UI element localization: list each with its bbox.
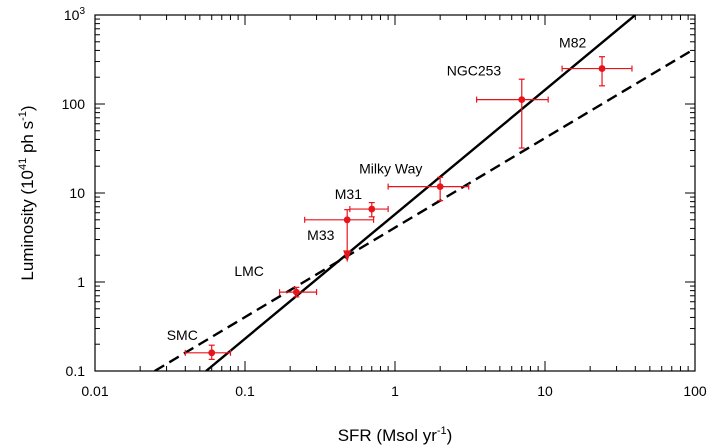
y-tick-label: 10: [69, 185, 85, 201]
data-point: [208, 349, 216, 357]
data-point: [292, 288, 300, 296]
data-point: [518, 96, 526, 104]
data-point-group: [304, 209, 375, 263]
data-point-group: [184, 344, 232, 361]
point-label: M82: [559, 35, 586, 51]
data-point-group: [561, 56, 633, 87]
y-tick-label: 100: [62, 96, 86, 112]
y-tick-label: 0.1: [66, 363, 86, 379]
data-point: [598, 65, 606, 72]
axis-ticks: [94, 14, 696, 372]
data-point: [343, 216, 351, 224]
plot-frame: [94, 14, 696, 372]
point-label: NGC253: [447, 63, 502, 79]
dashed-fit-line: [154, 47, 695, 371]
point-label: LMC: [234, 263, 264, 279]
data-point-group: [476, 78, 549, 149]
x-tick-label: 100: [683, 383, 707, 399]
data-points: [184, 56, 633, 361]
y-axis-title: Luminosity (1041 ph s-1): [17, 105, 37, 280]
point-label: SMC: [167, 327, 198, 343]
y-tick-label: 1: [77, 274, 85, 290]
x-tick-label: 10: [537, 383, 553, 399]
x-tick-label: 0.1: [235, 383, 255, 399]
data-point-group: [278, 286, 318, 298]
point-label: M31: [335, 186, 362, 202]
y-tick-label: 103: [64, 6, 86, 23]
data-point: [436, 183, 444, 191]
x-axis-title: SFR (Msol yr-1): [338, 425, 453, 445]
fit-lines: [154, 15, 695, 371]
data-point: [368, 205, 376, 213]
solid-fit-line: [205, 15, 637, 371]
x-tick-label: 0.01: [81, 383, 108, 399]
point-label: Milky Way: [359, 161, 422, 177]
data-point-group: [387, 176, 470, 202]
upper-limit-arrow: [343, 250, 352, 263]
data-point-group: [349, 202, 389, 218]
point-label: M33: [307, 227, 334, 243]
tick-labels: 0.01 0.1 1 10 100 0.1 1 10 100 103 SMC LMC M33 M31 Mil…: [62, 6, 707, 399]
x-tick-label: 1: [391, 383, 399, 399]
